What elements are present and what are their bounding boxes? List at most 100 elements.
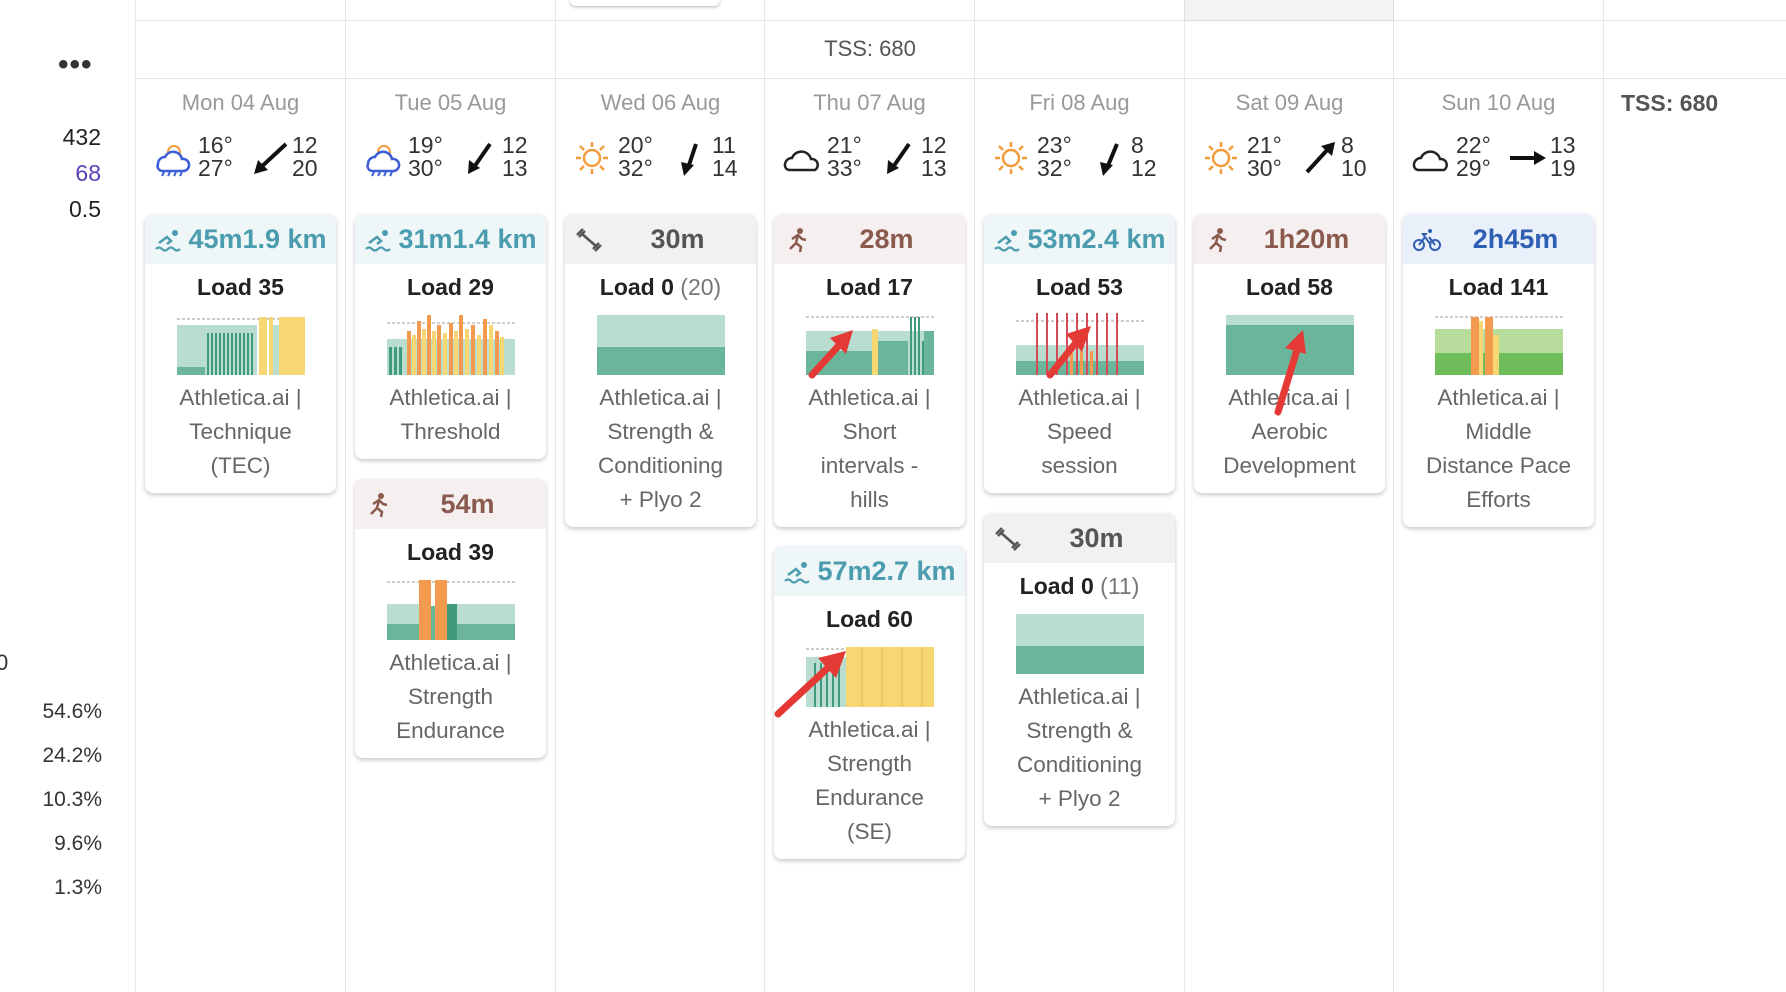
wind-arrow-icon bbox=[254, 142, 288, 174]
workout-name: Athletica.ai | Short intervals - hills bbox=[808, 385, 931, 512]
temp-low: 19° bbox=[408, 132, 443, 158]
workout-name: Athletica.ai | Strength & Conditioning + Pl… bbox=[597, 385, 724, 512]
intensity-chart bbox=[386, 315, 515, 375]
workout-duration: 1h20m bbox=[1263, 224, 1350, 254]
wind-gust: 19 bbox=[1550, 155, 1576, 181]
wind-arrow-icon bbox=[1510, 151, 1546, 165]
wind-gust: 10 bbox=[1341, 155, 1367, 181]
dumbbell-icon bbox=[576, 228, 602, 252]
workout-header: 30m bbox=[565, 214, 756, 264]
workout-load: Load 141 bbox=[1448, 274, 1549, 300]
wind-speed: 12 bbox=[502, 132, 528, 158]
workout-card[interactable]: 45m1.9 km Load 35 Athletica.ai | Techniqu… bbox=[145, 214, 336, 493]
zone-percentage: 1.3% bbox=[54, 876, 102, 899]
wind-arrow-icon bbox=[681, 143, 698, 176]
bike-icon bbox=[1413, 229, 1441, 251]
temp-high: 27° bbox=[198, 155, 233, 181]
workout-duration: 31m bbox=[398, 224, 453, 254]
swim-icon bbox=[784, 562, 810, 584]
workout-header: 28m bbox=[774, 214, 965, 264]
week-stat-value: 68 bbox=[75, 160, 101, 186]
wind-speed: 12 bbox=[292, 132, 318, 158]
sun-icon bbox=[1205, 142, 1237, 174]
column-divider bbox=[1393, 0, 1394, 992]
intensity-chart bbox=[1015, 313, 1144, 375]
temp-high: 30° bbox=[1247, 155, 1282, 181]
wind-gust: 20 bbox=[292, 155, 318, 181]
workout-name: Athletica.ai | Middle Distance Pace Efforts bbox=[1425, 385, 1572, 512]
workout-card[interactable]: 31m1.4 km Load 29 Athletica.ai | Threshol… bbox=[355, 214, 546, 459]
column-divider bbox=[135, 0, 136, 992]
workout-duration: 30m bbox=[1069, 523, 1124, 553]
workout-card[interactable]: 28m Load 17 Athletica.ai | Short intervals… bbox=[774, 214, 965, 527]
run-icon bbox=[370, 493, 388, 518]
intensity-chart bbox=[596, 315, 725, 375]
workout-card[interactable]: 1h20m Load 58 Athletica.ai | Aerobic Devel… bbox=[1194, 214, 1385, 493]
workout-name: Athletica.ai | Strength Endurance bbox=[389, 650, 512, 743]
temp-low: 22° bbox=[1456, 132, 1491, 158]
weather-forecast: 19° 30° 12 13 bbox=[360, 134, 550, 184]
week-stat-value: 432 bbox=[62, 124, 101, 150]
workout-load: Load 53 bbox=[1036, 274, 1123, 300]
workout-load: Load 58 bbox=[1246, 274, 1333, 300]
run-icon bbox=[1209, 228, 1227, 253]
previous-week-card-edge[interactable] bbox=[570, 0, 720, 6]
day-header[interactable]: Tue 05 Aug bbox=[394, 90, 507, 115]
column-divider bbox=[1184, 0, 1185, 992]
temp-low: 21° bbox=[827, 132, 862, 158]
more-options-icon[interactable]: ••• bbox=[58, 48, 93, 81]
wind-gust: 12 bbox=[1131, 155, 1157, 181]
workout-header: 2h45m bbox=[1403, 214, 1594, 264]
workout-duration: 2h45m bbox=[1472, 224, 1559, 254]
wind-gust: 14 bbox=[712, 155, 738, 181]
wind-gust: 13 bbox=[502, 155, 528, 181]
workout-card[interactable]: 30m Load 0 (20) Athletica.ai | Strength &… bbox=[565, 214, 756, 527]
workout-header: 1h20m bbox=[1194, 214, 1385, 264]
day-header[interactable]: Thu 07 Aug bbox=[813, 90, 926, 115]
workout-card[interactable]: 2h45m Load 141 Athletica.ai | Middle Dista… bbox=[1403, 214, 1594, 527]
day-header[interactable]: Sat 09 Aug bbox=[1235, 90, 1344, 115]
column-divider bbox=[1603, 0, 1604, 992]
row-divider bbox=[136, 20, 1786, 21]
swim-icon bbox=[155, 230, 181, 252]
workout-name: Athletica.ai | Strength Endurance (SE) bbox=[808, 717, 931, 844]
wind-speed: 8 bbox=[1131, 132, 1144, 158]
rain-cloud-icon bbox=[366, 145, 401, 177]
workout-duration: 45m bbox=[188, 224, 243, 254]
day-header[interactable]: Sun 10 Aug bbox=[1441, 90, 1556, 115]
wind-arrow-icon bbox=[468, 142, 492, 174]
day-header[interactable]: Fri 08 Aug bbox=[1029, 90, 1130, 115]
swim-icon bbox=[365, 230, 391, 252]
wind-gust: 13 bbox=[921, 155, 947, 181]
column-divider bbox=[764, 0, 765, 992]
day-header[interactable]: Wed 06 Aug bbox=[600, 90, 721, 115]
workout-card[interactable]: 53m2.4 km Load 53 Athletica.ai | Speed ses… bbox=[984, 214, 1175, 493]
workout-card[interactable]: 30m Load 0 (11) Athletica.ai | Strength &… bbox=[984, 513, 1175, 826]
row-divider bbox=[136, 78, 1786, 79]
workout-name: Athletica.ai | Strength & Conditioning + Pl… bbox=[1016, 684, 1143, 811]
weather-forecast: 22° 29° 13 19 bbox=[1408, 134, 1598, 184]
workout-load: Load 35 bbox=[197, 274, 284, 300]
previous-week-tab[interactable] bbox=[1184, 0, 1394, 21]
workout-name: Athletica.ai | Speed session bbox=[1018, 385, 1141, 478]
workout-card[interactable]: 57m2.7 km Load 60 Athletica.ai | Strength… bbox=[774, 546, 965, 859]
workout-card[interactable]: 54m Load 39 Athletica.ai | Strength Endura… bbox=[355, 479, 546, 758]
day-header[interactable]: Mon 04 Aug bbox=[181, 90, 300, 115]
intensity-chart bbox=[176, 317, 305, 375]
workout-header: 30m bbox=[984, 513, 1175, 563]
temp-low: 21° bbox=[1247, 132, 1282, 158]
sun-icon bbox=[576, 142, 608, 174]
temp-high: 32° bbox=[1037, 155, 1072, 181]
workout-header: 53m2.4 km bbox=[984, 214, 1175, 264]
wind-arrow-icon bbox=[1305, 142, 1335, 174]
workout-load: Load 17 bbox=[826, 274, 913, 300]
cloud-icon bbox=[783, 150, 819, 172]
intensity-chart bbox=[1225, 315, 1354, 375]
wind-speed: 8 bbox=[1341, 132, 1354, 158]
workout-load: Load 29 bbox=[407, 274, 494, 300]
temp-low: 23° bbox=[1037, 132, 1072, 158]
weather-forecast: 20° 32° 11 14 bbox=[570, 134, 760, 184]
workout-distance: 2.4 km bbox=[1081, 224, 1166, 254]
workout-load: Load 0 bbox=[1019, 573, 1094, 599]
run-icon bbox=[789, 228, 807, 253]
